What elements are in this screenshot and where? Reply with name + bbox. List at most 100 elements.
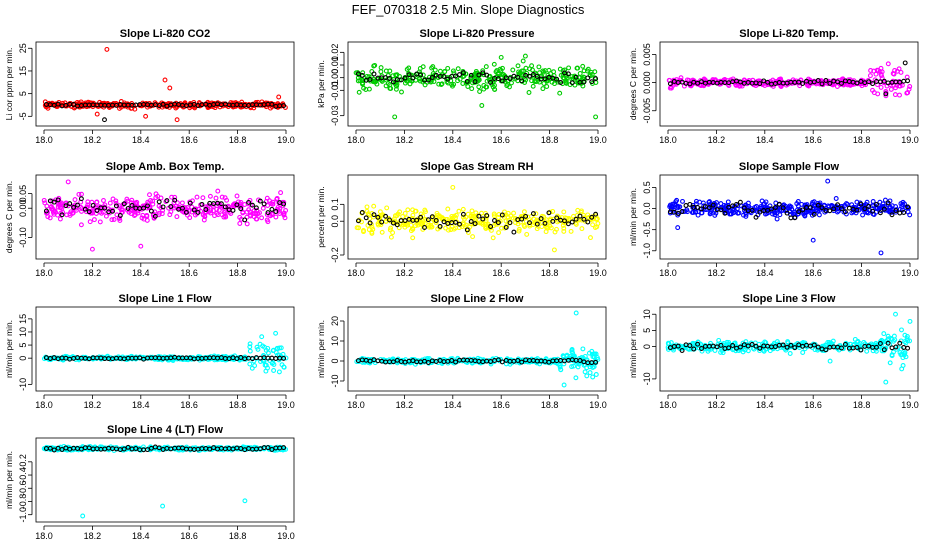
data-point: [590, 374, 596, 380]
summary-point: [776, 201, 782, 207]
data-point: [491, 211, 497, 217]
summary-point: [75, 202, 80, 208]
data-point: [409, 226, 415, 232]
x-tick-label: 18.8: [853, 268, 871, 278]
data-point: [393, 72, 399, 78]
x-tick-label: 18.6: [804, 135, 822, 145]
summary-point: [757, 209, 763, 215]
summary-point: [737, 344, 743, 350]
x-tick-label: 18.2: [84, 268, 102, 278]
data-point: [795, 199, 801, 204]
data-point: [265, 219, 271, 225]
x-tick-label: 18.6: [492, 135, 510, 145]
summary-point: [815, 202, 821, 208]
data-point: [881, 331, 887, 337]
x-tick-label: 18.2: [708, 268, 726, 278]
data-point: [888, 204, 893, 210]
x-axis: 18.0 18.2 18.4 18.6 18.8 19.0: [659, 262, 919, 278]
data-point: [465, 84, 471, 89]
summary-point: [784, 210, 790, 216]
data-point: [670, 201, 676, 207]
summary-point: [410, 75, 416, 81]
summary-point: [238, 206, 244, 212]
outlier-point: [80, 513, 86, 519]
summary-point: [499, 212, 505, 218]
summary-point: [429, 214, 435, 220]
y-tick-label: -0.01: [330, 80, 340, 101]
data-point: [431, 79, 437, 84]
outlier-point: [276, 94, 282, 100]
data-point: [569, 364, 575, 370]
summary-point: [866, 79, 872, 85]
data-point: [689, 210, 695, 215]
summary-point: [569, 219, 575, 225]
data-point: [588, 235, 593, 241]
x-tick-label: 18.2: [396, 135, 414, 145]
data-point: [692, 341, 698, 347]
data-point: [530, 83, 536, 89]
data-point: [899, 327, 904, 333]
x-axis: 18.0 18.2 18.4 18.6 18.8 19.0: [659, 394, 919, 410]
x-tick-label: 19.0: [277, 268, 295, 278]
data-point: [593, 216, 599, 222]
data-point: [55, 212, 61, 218]
data-point: [156, 210, 162, 216]
x-tick-label: 18.2: [84, 135, 102, 145]
outlier-point: [825, 178, 831, 184]
chart-panel-3: Slope Amb. Box Temp. 18.0 18.2 18.4 18.6 18.8…: [4, 161, 295, 278]
summary-point: [464, 78, 470, 84]
data-point: [281, 210, 287, 216]
data-point: [212, 213, 217, 219]
data-point: [539, 213, 545, 219]
data-point: [364, 204, 370, 210]
data-point: [174, 200, 180, 206]
data-point: [274, 195, 280, 201]
summary-point: [160, 101, 166, 107]
data-point: [679, 345, 685, 351]
data-point: [391, 218, 397, 224]
summary-point: [885, 200, 891, 206]
data-point: [255, 346, 261, 352]
data-point: [535, 219, 541, 225]
y-axis: -10 0 5 10 15: [18, 314, 33, 391]
data-point: [774, 216, 780, 222]
summary-point: [371, 212, 377, 218]
data-point: [708, 209, 714, 215]
x-tick-label: 18.2: [396, 400, 414, 410]
data-point: [574, 65, 580, 71]
summary-point: [183, 209, 189, 215]
data-point: [132, 212, 138, 218]
summary-point: [796, 342, 802, 348]
data-point: [787, 351, 793, 356]
x-axis: 18.0 18.2 18.4 18.6 18.8 19.0: [659, 129, 919, 145]
data-point: [864, 348, 870, 354]
summary-point: [858, 201, 864, 207]
summary-point: [429, 75, 435, 80]
summary-point: [418, 72, 424, 78]
data-point: [460, 206, 466, 212]
summary-point: [449, 358, 455, 363]
summary-point: [265, 210, 271, 216]
y-tick-label: 5: [642, 328, 652, 333]
data-point: [509, 80, 514, 86]
summary-point: [468, 72, 474, 78]
x-tick-label: 18.2: [396, 268, 414, 278]
data-point: [762, 201, 767, 207]
summary-point: [418, 214, 424, 220]
summary-point: [253, 205, 259, 211]
y-axis-label: percent per min.: [316, 186, 326, 247]
data-point: [707, 211, 713, 217]
data-point: [420, 64, 426, 70]
outlier-point: [104, 46, 110, 52]
data-point: [437, 213, 442, 219]
summary-point: [113, 203, 119, 209]
data-point: [153, 195, 159, 201]
data-point: [561, 209, 567, 215]
data-point: [544, 84, 550, 89]
summary-point: [71, 102, 77, 107]
summary-point: [726, 345, 732, 351]
summary-point: [893, 208, 899, 214]
data-point: [903, 354, 909, 360]
y-tick-label: 0.5: [642, 181, 652, 194]
